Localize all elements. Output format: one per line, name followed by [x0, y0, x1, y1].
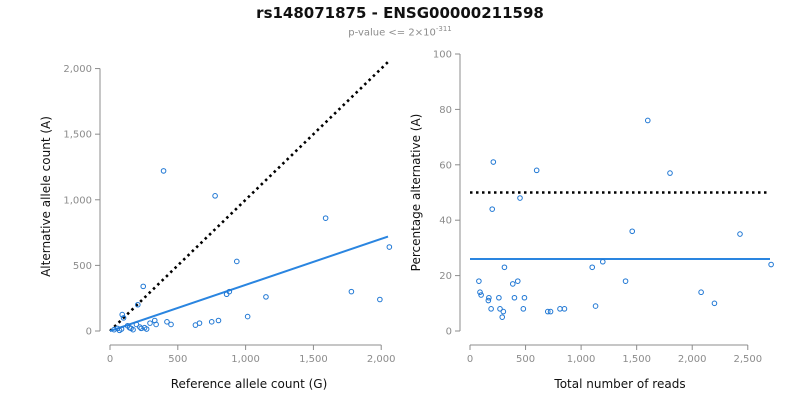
- data-point: [322, 215, 329, 221]
- data-point: [233, 258, 240, 265]
- data-point: [711, 300, 718, 307]
- data-point: [737, 231, 743, 237]
- data-point: [263, 294, 269, 300]
- data-point: [140, 283, 147, 290]
- x-tick-label: 1,500: [622, 354, 651, 365]
- data-point: [138, 325, 144, 332]
- data-point: [244, 313, 251, 320]
- data-point: [348, 288, 355, 295]
- data-point: [196, 320, 203, 326]
- y-axis-title: Alternative allele count (A): [39, 116, 53, 277]
- data-point: [622, 278, 629, 284]
- y-tick-label: 1,500: [63, 130, 92, 141]
- data-point: [143, 326, 150, 332]
- p-value-text: p-value <= 2×10: [348, 27, 436, 39]
- x-tick-label: 1,000: [567, 354, 596, 365]
- y-tick-label: 0: [86, 327, 92, 338]
- data-point: [212, 193, 218, 199]
- data-point: [547, 308, 554, 315]
- chart-title: rs148071875 - ENSG00000211598: [256, 4, 544, 22]
- data-point: [478, 292, 484, 298]
- data-point: [226, 288, 233, 295]
- data-point: [164, 319, 170, 325]
- data-point: [133, 321, 140, 328]
- x-tick-label: 1,500: [299, 354, 328, 365]
- data-point: [147, 320, 153, 326]
- data-point: [130, 326, 136, 333]
- data-point: [511, 294, 518, 301]
- x-tick-label: 2,500: [733, 354, 762, 365]
- x-axis-title: Reference allele count (G): [171, 377, 328, 391]
- chart-panel-1: 0 500 1,000 1,500 2,000 0 500 1,000 1,500 2,000 Re…: [39, 61, 396, 391]
- data-point: [768, 261, 774, 268]
- data-point: [509, 281, 516, 287]
- data-point: [488, 306, 494, 312]
- y-axis-title: Percentage alternative (A): [409, 114, 423, 272]
- x-tick-label: 2,000: [367, 354, 396, 365]
- y-tick-label: 2,000: [63, 64, 92, 75]
- data-point: [561, 306, 568, 312]
- y-tick-label: 80: [439, 105, 452, 116]
- data-point: [377, 296, 383, 303]
- data-point: [496, 294, 502, 301]
- x-axis-title: Total number of reads: [553, 377, 685, 391]
- x-tick-label: 0: [107, 354, 113, 365]
- data-point: [118, 326, 125, 332]
- data-point: [517, 195, 523, 201]
- data-point: [477, 289, 483, 296]
- p-value-exponent: -311: [435, 25, 452, 33]
- data-point: [500, 308, 507, 315]
- data-point: [120, 315, 127, 321]
- data-point: [135, 301, 141, 308]
- data-point: [557, 306, 563, 312]
- data-point: [208, 319, 215, 325]
- data-point: [667, 170, 673, 176]
- data-point: [489, 206, 496, 212]
- data-point: [386, 244, 393, 250]
- y-tick-label: 40: [439, 216, 452, 227]
- data-point: [698, 289, 704, 296]
- x-tick-label: 500: [516, 354, 535, 365]
- data-point: [490, 159, 497, 165]
- fit-line: [109, 235, 389, 332]
- y-tick-label: 500: [73, 261, 92, 272]
- y-tick-label: 20: [439, 271, 452, 282]
- data-point: [497, 306, 503, 312]
- data-point: [499, 314, 506, 320]
- y-tick-label: 100: [433, 50, 452, 61]
- y-tick-label: 0: [446, 327, 452, 338]
- y-tick-label: 1,000: [63, 195, 92, 206]
- data-point: [153, 321, 159, 328]
- data-point: [592, 303, 599, 309]
- data-point: [486, 294, 492, 301]
- data-point: [520, 306, 527, 312]
- x-tick-label: 500: [168, 354, 187, 365]
- data-point: [501, 264, 508, 271]
- data-point: [485, 297, 492, 304]
- data-point: [544, 308, 551, 315]
- y-tick-label: 60: [439, 160, 452, 171]
- data-point: [533, 167, 540, 174]
- chart-subtitle: p-value <= 2×10-311: [0, 25, 800, 38]
- data-point: [119, 311, 126, 318]
- data-point: [215, 317, 222, 324]
- x-tick-label: 0: [467, 354, 473, 365]
- data-point: [599, 258, 606, 265]
- data-point: [223, 291, 230, 298]
- data-point: [629, 228, 636, 235]
- data-point: [521, 294, 528, 301]
- data-point: [514, 278, 521, 284]
- data-point: [111, 326, 117, 333]
- data-point: [589, 264, 596, 271]
- data-point: [168, 321, 174, 328]
- data-point: [644, 117, 651, 124]
- x-tick-label: 1,000: [231, 354, 260, 365]
- x-tick-label: 2,000: [678, 354, 707, 365]
- chart-panel-2: 0 500 1,000 1,500 2,000 2,500 0 20 40 60 80 100 Tota…: [409, 50, 774, 391]
- data-point: [476, 278, 482, 284]
- data-point: [160, 168, 167, 174]
- reference-line: [109, 61, 389, 332]
